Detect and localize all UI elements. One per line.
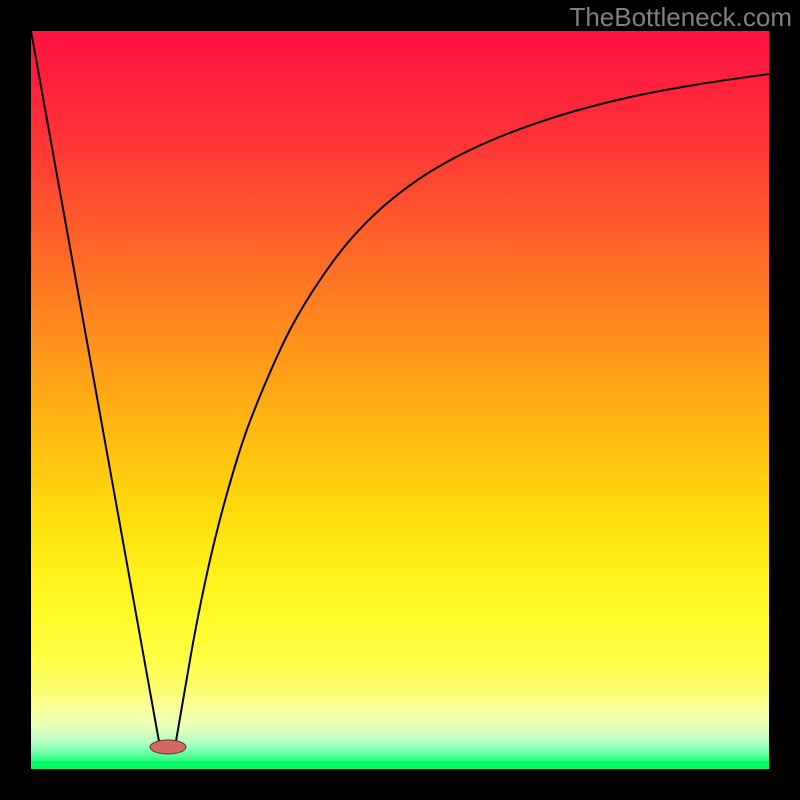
green-bottom-strip bbox=[31, 761, 769, 769]
chart-container: TheBottleneck.com bbox=[0, 0, 800, 800]
optimal-point-marker bbox=[150, 740, 186, 754]
bottleneck-chart bbox=[0, 0, 800, 800]
watermark-text: TheBottleneck.com bbox=[569, 2, 792, 33]
chart-background bbox=[31, 31, 769, 769]
